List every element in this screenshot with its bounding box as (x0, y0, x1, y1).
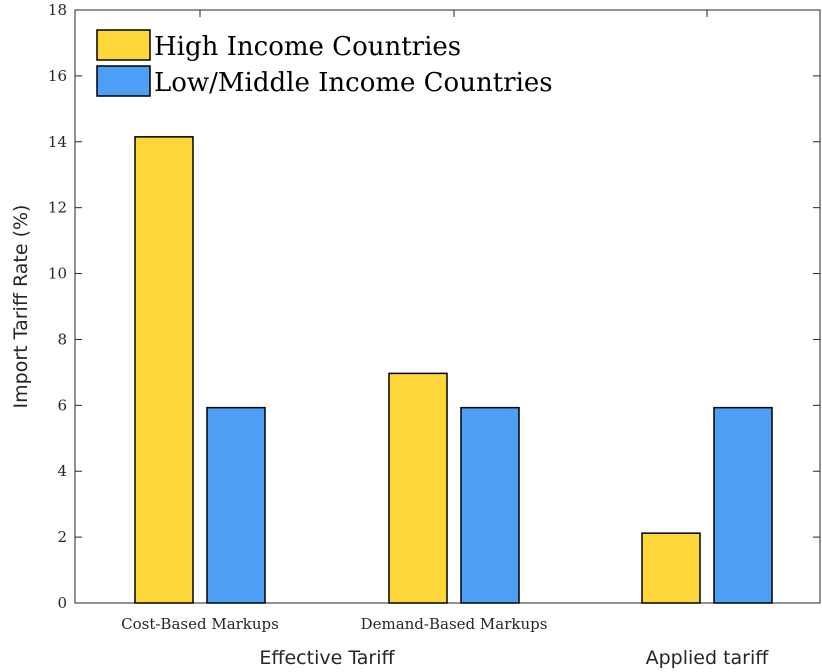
x-category-label-0: Cost-Based Markups (121, 615, 279, 633)
legend-swatch-1 (96, 65, 151, 97)
y-tick-label-1: 2 (57, 528, 67, 546)
legend-swatch-0 (96, 29, 151, 61)
x-axis-labels: Cost-Based Markups Demand-Based Markups Ef… (121, 615, 769, 669)
bar-series0-cat0 (134, 136, 194, 604)
bar-series0-cat1 (388, 372, 448, 604)
y-axis-label: Import Tariff Rate (%) (10, 205, 32, 409)
x-category-label-1: Demand-Based Markups (361, 615, 548, 633)
bar-series1-cat1 (460, 406, 520, 604)
bar-series1-cat0 (206, 406, 266, 604)
y-tick-label-3: 6 (57, 396, 67, 414)
x-group-label-1: Applied tariff (646, 647, 770, 669)
y-tick-label-7: 14 (48, 133, 67, 151)
legend: High Income Countries Low/Middle Income C… (96, 29, 553, 98)
y-tick-label-5: 10 (48, 265, 67, 283)
y-tick-label-8: 16 (48, 67, 67, 85)
y-tick-label-4: 8 (57, 330, 67, 348)
y-tick-label-6: 12 (48, 199, 67, 217)
legend-label-1: Low/Middle Income Countries (154, 68, 553, 98)
y-axis-ticks: 0 2 4 6 8 10 12 14 16 18 (48, 1, 820, 612)
bars (134, 136, 773, 604)
y-tick-label-2: 4 (57, 462, 67, 480)
bar-series1-cat2 (713, 406, 773, 604)
legend-label-0: High Income Countries (154, 32, 461, 62)
bar-series0-cat2 (641, 532, 701, 604)
y-tick-label-0: 0 (57, 594, 67, 612)
x-group-label-0: Effective Tariff (259, 647, 395, 669)
y-tick-label-9: 18 (48, 1, 67, 19)
